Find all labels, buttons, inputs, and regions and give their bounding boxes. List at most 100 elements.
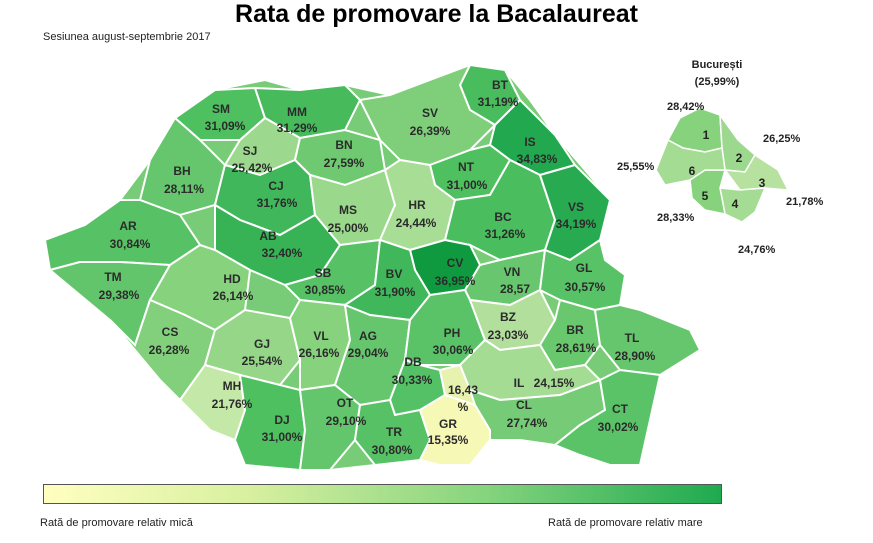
county-value-mh: 21,76%: [212, 397, 253, 411]
county-value-tm: 29,38%: [99, 288, 140, 302]
county-code-sj: SJ: [243, 144, 258, 158]
county-code-ph: PH: [444, 326, 461, 340]
county-code-sb: SB: [315, 266, 332, 280]
county-value-ms: 25,00%: [328, 221, 369, 235]
county-value-il: 24,15%: [534, 376, 575, 390]
county-code-dj: DJ: [274, 413, 289, 427]
county-code-is: IS: [524, 135, 535, 149]
county-code-bn: BN: [335, 138, 352, 152]
ilfov-value-line1: 16,43: [448, 383, 478, 397]
bucuresti-inset: [655, 107, 790, 223]
bucuresti-title: București (25,99%): [677, 57, 757, 91]
county-code-gr: GR: [439, 417, 457, 431]
county-code-gj: GJ: [254, 337, 270, 351]
county-value-bc: 31,26%: [485, 227, 526, 241]
region-ot: [298, 383, 362, 471]
sector-6-number: 6: [689, 164, 696, 178]
county-value-gr: 15,35%: [428, 433, 469, 447]
sector-1-value: 28,42%: [667, 101, 705, 113]
bucuresti-sector-values: 28,42% 26,25% 21,78% 24,76% 28,33% 25,55…: [617, 101, 824, 256]
county-value-tl: 28,90%: [615, 349, 656, 363]
bucuresti-name: București: [691, 59, 743, 71]
county-value-sj: 25,42%: [232, 161, 273, 175]
county-value-sb: 30,85%: [305, 283, 346, 297]
county-value-gl: 30,57%: [565, 280, 606, 294]
ilfov-value-line2: %: [458, 400, 469, 414]
county-value-ar: 30,84%: [110, 237, 151, 251]
county-value-nt: 31,00%: [447, 178, 488, 192]
county-code-mh: MH: [223, 379, 242, 393]
sector-2-number: 2: [736, 151, 743, 165]
county-code-bc: BC: [494, 210, 512, 224]
county-code-bt: BT: [492, 78, 509, 92]
sector-6-value: 25,55%: [617, 161, 655, 173]
county-value-tr: 30,80%: [372, 443, 413, 457]
county-code-ct: CT: [612, 402, 629, 416]
map-title: Rata de promovare la Bacalaureat: [235, 0, 638, 28]
region-gl: [538, 238, 627, 312]
sector-3-value: 21,78%: [786, 196, 824, 208]
region-ct: [553, 368, 662, 466]
sector-3-number: 3: [759, 176, 766, 190]
county-value-br: 28,61%: [556, 341, 597, 355]
county-code-hr: HR: [408, 198, 426, 212]
county-code-ms: MS: [339, 203, 357, 217]
region-sv: [358, 63, 497, 167]
sector-5-value: 28,33%: [657, 212, 695, 224]
county-value-bn: 27,59%: [324, 156, 365, 170]
sector-6-shape: [655, 138, 726, 186]
sector-4-shape: [719, 187, 767, 223]
county-code-nt: NT: [458, 160, 475, 174]
county-code-sm: SM: [212, 102, 230, 116]
county-value-cl: 27,74%: [507, 416, 548, 430]
county-code-il: IL: [514, 376, 525, 390]
county-value-dj: 31,00%: [262, 430, 303, 444]
county-code-tr: TR: [386, 425, 402, 439]
county-value-hr: 24,44%: [396, 216, 437, 230]
sector-1-number: 1: [703, 128, 710, 142]
county-code-cj: CJ: [268, 179, 283, 193]
county-value-bz: 23,03%: [488, 328, 529, 342]
county-code-cv: CV: [447, 256, 464, 270]
county-code-ag: AG: [359, 329, 377, 343]
county-code-ab: AB: [259, 229, 277, 243]
county-value-vn: 28,57: [500, 282, 530, 296]
county-code-tm: TM: [104, 270, 121, 284]
county-value-cs: 26,28%: [149, 343, 190, 357]
legend-color-scale: [43, 484, 722, 504]
county-code-cs: CS: [162, 325, 179, 339]
county-code-hd: HD: [223, 272, 241, 286]
county-code-bz: BZ: [500, 310, 516, 324]
county-value-mm: 31,29%: [277, 121, 318, 135]
county-code-ot: OT: [337, 396, 354, 410]
county-code-db: DB: [404, 355, 422, 369]
county-code-vl: VL: [313, 329, 328, 343]
county-code-gl: GL: [576, 261, 593, 275]
county-value-vl: 26,16%: [299, 346, 340, 360]
county-labels: SM 31,09% MM 31,29% BT 31,19% SV 26,39% …: [99, 78, 656, 457]
bucuresti-value: (25,99%): [694, 76, 740, 88]
sector-4-value: 24,76%: [738, 244, 776, 256]
county-code-cl: CL: [516, 398, 532, 412]
map-subtitle: Sesiunea august-septembrie 2017: [43, 31, 211, 43]
county-value-bt: 31,19%: [478, 95, 519, 109]
county-code-br: BR: [566, 323, 584, 337]
county-value-hd: 26,14%: [213, 289, 254, 303]
sector-2-value: 26,25%: [763, 133, 801, 145]
county-code-bh: BH: [173, 164, 190, 178]
county-value-cv: 36,95%: [435, 274, 476, 288]
bucuresti-sector-numbers: 1 2 3 4 5 6: [689, 128, 766, 211]
county-code-vn: VN: [504, 265, 521, 279]
county-value-is: 34,83%: [517, 152, 558, 166]
region-tl: [593, 303, 702, 377]
county-value-sv: 26,39%: [410, 124, 451, 138]
county-regions: [43, 63, 702, 472]
county-code-tl: TL: [625, 331, 640, 345]
county-value-gj: 25,54%: [242, 354, 283, 368]
region-dj: [233, 373, 307, 472]
county-value-cj: 31,76%: [257, 196, 298, 210]
county-value-vs: 34,19%: [556, 217, 597, 231]
county-code-vs: VS: [568, 200, 584, 214]
legend-low-label: Rată de promovare relativ mică: [40, 517, 193, 529]
county-code-bv: BV: [386, 267, 403, 281]
